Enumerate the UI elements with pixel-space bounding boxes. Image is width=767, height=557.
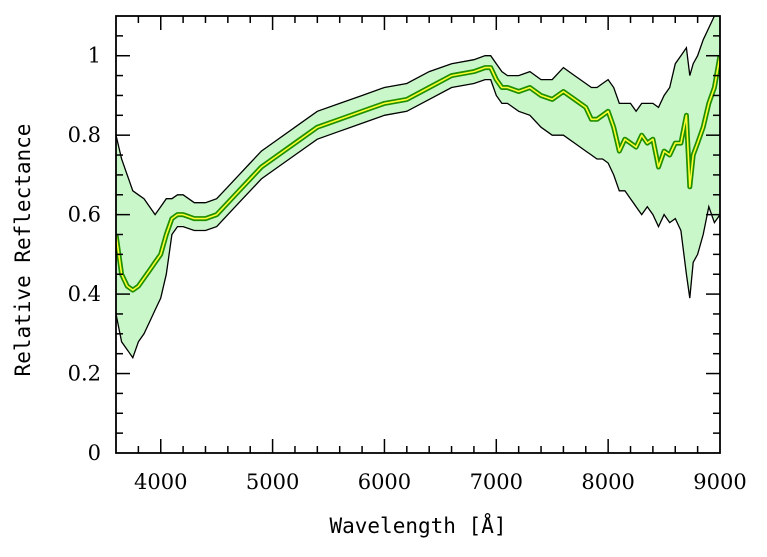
y-tick-label: 0.8: [68, 123, 101, 147]
y-tick-label: 0.2: [68, 362, 101, 386]
y-tick-label: 0: [88, 441, 101, 465]
x-tick-label: 7000: [470, 470, 523, 494]
x-axis-label: Wavelength [Å]: [329, 512, 506, 538]
x-tick-label: 6000: [358, 470, 411, 494]
error-band-lower: [116, 78, 720, 360]
y-tick-label: 0.6: [68, 203, 101, 227]
x-tick-label: 5000: [246, 470, 299, 494]
error-band-upper: [116, 16, 720, 216]
y-tick-label: 0.4: [68, 282, 101, 306]
x-tick-label: 4000: [134, 470, 187, 494]
x-tick-label: 9000: [693, 470, 746, 494]
axes: 4000 5000 6000 7000 8000 9000 0 0.2 0.4 0.6 0.8 1: [68, 15, 747, 494]
error-band: [116, 16, 720, 358]
x-tick-label: 8000: [581, 470, 634, 494]
plot-content: [116, 16, 720, 360]
spectrum-line: [116, 55, 720, 291]
plot-area: [116, 16, 720, 360]
y-tick-label: 1: [88, 44, 101, 68]
y-axis-label: Relative Reflectance: [11, 124, 35, 377]
